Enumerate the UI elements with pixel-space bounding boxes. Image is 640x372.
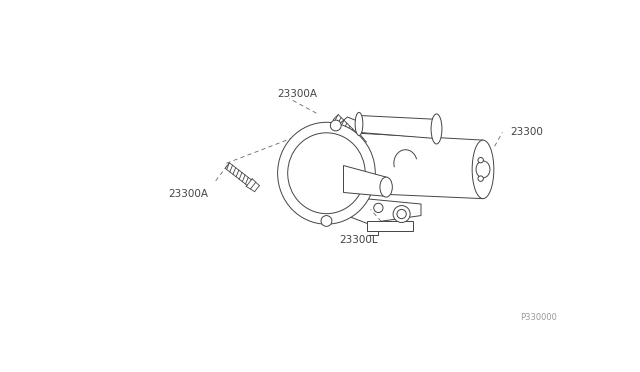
Circle shape: [321, 216, 332, 226]
Circle shape: [393, 206, 410, 222]
Text: 23300A: 23300A: [168, 189, 209, 199]
Ellipse shape: [431, 114, 442, 144]
Polygon shape: [359, 115, 436, 139]
Ellipse shape: [288, 133, 365, 214]
Polygon shape: [344, 132, 483, 199]
Circle shape: [478, 176, 483, 181]
Ellipse shape: [278, 122, 375, 224]
Text: 23300A: 23300A: [277, 89, 317, 99]
Polygon shape: [367, 221, 413, 231]
Ellipse shape: [355, 112, 363, 135]
Circle shape: [478, 157, 483, 163]
Polygon shape: [344, 166, 386, 196]
Circle shape: [330, 120, 341, 131]
Circle shape: [397, 209, 406, 219]
Text: 23300L: 23300L: [340, 235, 378, 245]
Text: P330000: P330000: [520, 313, 557, 322]
Text: 23300: 23300: [510, 128, 543, 137]
Circle shape: [374, 203, 383, 212]
Ellipse shape: [476, 161, 490, 178]
Polygon shape: [316, 194, 421, 223]
Ellipse shape: [380, 177, 392, 197]
Ellipse shape: [472, 140, 494, 199]
